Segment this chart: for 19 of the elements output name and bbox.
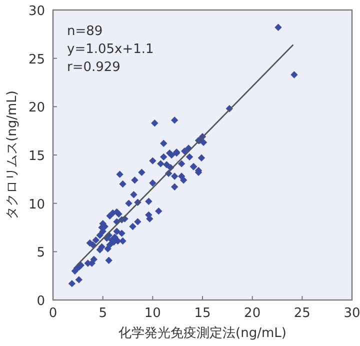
- y-tick-label: 25: [28, 52, 45, 68]
- x-tick-label: 0: [48, 306, 58, 321]
- annotation: y=1.05x+1.1: [67, 42, 154, 57]
- x-tick-label: 5: [98, 306, 107, 321]
- y-tick-label: 20: [28, 100, 45, 116]
- y-tick-label: 0: [36, 294, 45, 309]
- annotation: r=0.929: [67, 60, 120, 75]
- x-axis-title: 化学発光免疫測定法(ng/mL): [118, 326, 286, 341]
- y-tick-label: 15: [28, 149, 45, 164]
- y-tick-label: 5: [36, 246, 45, 261]
- x-tick-label: 20: [244, 306, 261, 321]
- x-tick-label: 15: [194, 306, 211, 321]
- y-tick-label: 10: [28, 197, 45, 212]
- y-axis-title: タクロリムス(ng/mL): [5, 90, 20, 220]
- x-tick-label: 25: [294, 306, 310, 321]
- x-tick-label: 10: [144, 306, 161, 321]
- x-tick-label: 30: [344, 306, 360, 321]
- annotation: n=89: [67, 24, 103, 39]
- y-tick-label: 30: [28, 4, 45, 19]
